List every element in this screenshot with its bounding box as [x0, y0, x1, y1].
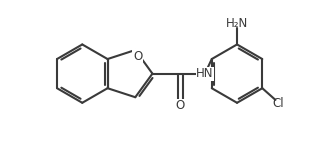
Text: O: O	[176, 99, 185, 112]
Text: Cl: Cl	[273, 97, 284, 110]
Text: O: O	[133, 50, 142, 63]
Text: H₂N: H₂N	[226, 17, 248, 30]
Text: HN: HN	[196, 67, 214, 80]
